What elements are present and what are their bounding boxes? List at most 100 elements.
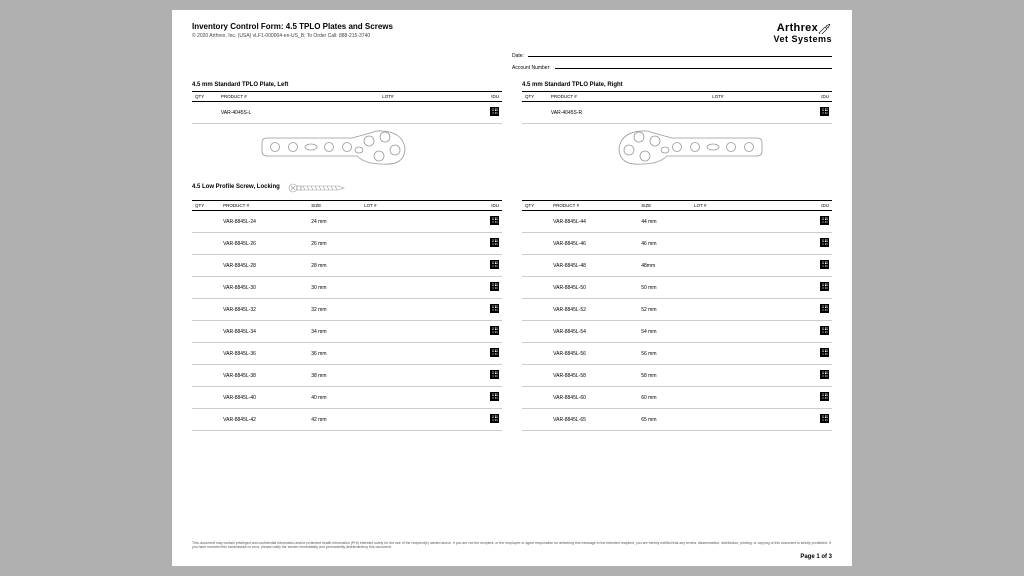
product-cell: VAR-8845L-52 — [550, 299, 638, 321]
qty-cell[interactable] — [522, 321, 550, 343]
th-size: SIZE — [308, 201, 361, 211]
lot-cell[interactable] — [361, 255, 467, 277]
th-idu: IDU — [470, 92, 502, 102]
qty-cell[interactable] — [522, 365, 550, 387]
size-cell: 28 mm — [308, 255, 361, 277]
size-cell: 38 mm — [308, 365, 361, 387]
qr-icon — [490, 282, 499, 291]
table-row: VAR-8845L-5454 mm — [522, 321, 832, 343]
size-cell: 48mm — [638, 255, 691, 277]
table-row: VAR-8845L-5858 mm — [522, 365, 832, 387]
qty-cell[interactable] — [192, 321, 220, 343]
qr-icon — [820, 238, 829, 247]
qty-cell[interactable] — [192, 387, 220, 409]
qty-cell[interactable] — [522, 343, 550, 365]
document-page: Inventory Control Form: 4.5 TPLO Plates … — [172, 10, 852, 566]
qty-cell[interactable] — [192, 255, 220, 277]
lot-cell[interactable] — [361, 321, 467, 343]
screw-header: 4.5 Low Profile Screw, Locking — [192, 183, 832, 193]
product-cell: VAR-8845L-56 — [550, 343, 638, 365]
header-left: Inventory Control Form: 4.5 TPLO Plates … — [192, 22, 393, 44]
lot-cell[interactable] — [691, 211, 797, 233]
lot-cell[interactable] — [361, 277, 467, 299]
th-qty: QTY — [192, 92, 218, 102]
qty-cell[interactable] — [192, 211, 220, 233]
lot-cell[interactable] — [361, 233, 467, 255]
size-cell: 46 mm — [638, 233, 691, 255]
idu-cell — [467, 409, 502, 431]
qr-icon — [820, 414, 829, 423]
plate-left-illustration — [192, 127, 502, 169]
lot-cell[interactable] — [709, 102, 799, 124]
lot-cell[interactable] — [691, 409, 797, 431]
table-row: VAR-8845L-6565 mm — [522, 409, 832, 431]
qty-cell[interactable] — [192, 365, 220, 387]
plate-right-table: QTY PRODUCT # LOT# IDU VAR-4045S-R — [522, 91, 832, 124]
qty-cell[interactable] — [522, 409, 550, 431]
th-idu: IDU — [800, 92, 832, 102]
lot-cell[interactable] — [361, 365, 467, 387]
table-row: VAR-8845L-3434 mm — [192, 321, 502, 343]
logo-main-text: Arthrex — [777, 22, 818, 34]
qty-cell[interactable] — [192, 102, 218, 124]
table-row: VAR-8845L-3030 mm — [192, 277, 502, 299]
qty-cell[interactable] — [192, 343, 220, 365]
table-row: VAR-8845L-3636 mm — [192, 343, 502, 365]
th-product: PRODUCT # — [220, 201, 308, 211]
table-row: VAR-8845L-3838 mm — [192, 365, 502, 387]
qty-cell[interactable] — [522, 102, 548, 124]
product-cell: VAR-8845L-36 — [220, 343, 308, 365]
qty-cell[interactable] — [522, 387, 550, 409]
lot-cell[interactable] — [691, 387, 797, 409]
idu-cell — [470, 102, 502, 124]
product-cell: VAR-8845L-60 — [550, 387, 638, 409]
idu-cell — [797, 211, 832, 233]
lot-cell[interactable] — [691, 343, 797, 365]
lot-cell[interactable] — [379, 102, 469, 124]
idu-cell — [797, 321, 832, 343]
qr-icon — [490, 304, 499, 313]
qty-cell[interactable] — [522, 277, 550, 299]
qr-icon — [820, 260, 829, 269]
product-cell: VAR-8845L-42 — [220, 409, 308, 431]
disclaimer-text: This document may contain privileged and… — [192, 541, 832, 550]
qty-cell[interactable] — [522, 299, 550, 321]
product-cell: VAR-8845L-48 — [550, 255, 638, 277]
size-cell: 50 mm — [638, 277, 691, 299]
qty-cell[interactable] — [192, 409, 220, 431]
lot-cell[interactable] — [361, 299, 467, 321]
idu-cell — [797, 299, 832, 321]
qr-icon — [820, 348, 829, 357]
idu-cell — [467, 211, 502, 233]
qty-cell[interactable] — [522, 211, 550, 233]
table-row: VAR-8845L-5252 mm — [522, 299, 832, 321]
plate-left-title: 4.5 mm Standard TPLO Plate, Left — [192, 82, 502, 88]
logo-sub-text: Vet Systems — [773, 34, 832, 44]
table-row: VAR-8845L-5050 mm — [522, 277, 832, 299]
qty-cell[interactable] — [522, 255, 550, 277]
plate-right-col: 4.5 mm Standard TPLO Plate, Right QTY PR… — [522, 82, 832, 175]
lot-cell[interactable] — [361, 211, 467, 233]
lot-cell[interactable] — [691, 277, 797, 299]
lot-cell[interactable] — [691, 255, 797, 277]
size-cell: 65 mm — [638, 409, 691, 431]
idu-cell — [797, 409, 832, 431]
screw-columns: QTY PRODUCT # SIZE LOT # IDU VAR-8845L-2… — [192, 200, 832, 431]
qr-icon — [490, 107, 499, 116]
lot-cell[interactable] — [691, 299, 797, 321]
idu-cell — [467, 387, 502, 409]
qty-cell[interactable] — [192, 299, 220, 321]
qty-cell[interactable] — [192, 277, 220, 299]
lot-cell[interactable] — [361, 387, 467, 409]
lot-cell[interactable] — [691, 365, 797, 387]
qty-cell[interactable] — [522, 233, 550, 255]
lot-cell[interactable] — [361, 343, 467, 365]
account-input-line[interactable] — [555, 62, 832, 69]
lot-cell[interactable] — [691, 321, 797, 343]
lot-cell[interactable] — [361, 409, 467, 431]
qr-icon — [490, 414, 499, 423]
lot-cell[interactable] — [691, 233, 797, 255]
date-input-line[interactable] — [528, 50, 832, 57]
qty-cell[interactable] — [192, 233, 220, 255]
th-product: PRODUCT # — [218, 92, 379, 102]
